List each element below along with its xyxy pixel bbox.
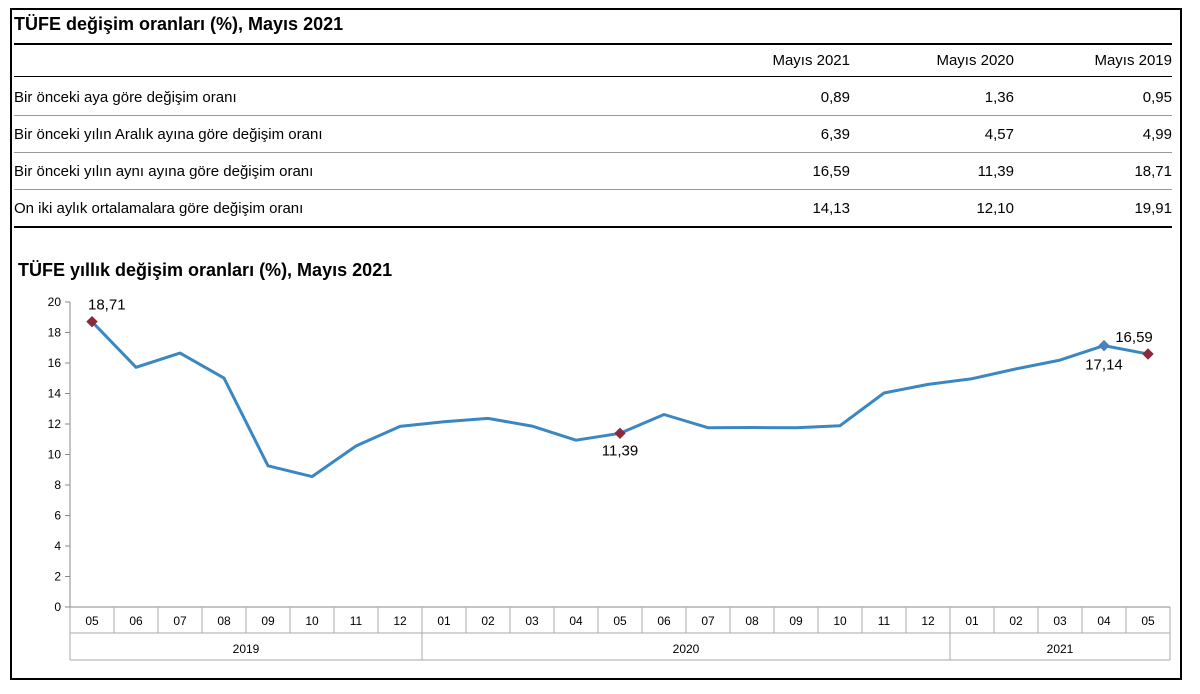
row-value: 1,36 [984,89,1014,106]
y-tick-label: 14 [48,387,62,401]
x-tick-label: 05 [85,614,99,628]
x-tick-label: 10 [305,614,319,628]
y-tick-label: 4 [54,539,61,553]
chart-title: TÜFE yıllık değişim oranları (%), Mayıs … [18,260,393,280]
table-row: Bir önceki aya göre değişim oranı 0,89 1… [14,79,1172,116]
column-header-may-2019: Mayıs 2019 [1094,52,1172,69]
x-tick-label: 11 [878,614,891,628]
row-value: 0,89 [820,89,850,106]
x-tick-label: 07 [173,614,187,628]
y-tick-label: 16 [48,356,62,370]
x-tick-label: 08 [745,614,759,628]
header-rule [14,76,1172,77]
row-label: Bir önceki aya göre değişim oranı [14,89,237,106]
x-tick-label: 12 [393,614,407,628]
row-value: 16,59 [812,163,850,180]
y-tick-label: 20 [48,295,62,309]
x-tick-label: 06 [657,614,671,628]
x-tick-label: 02 [481,614,495,628]
y-tick-label: 2 [54,570,61,584]
table-row: Bir önceki yılın aynı ayına göre değişim… [14,153,1172,190]
column-header-may-2021: Mayıs 2021 [772,52,850,69]
row-value: 11,39 [977,163,1014,180]
x-tick-label: 03 [1053,614,1067,628]
x-tick-label: 12 [921,614,935,628]
year-label: 2020 [673,642,700,656]
y-tick-label: 10 [48,448,62,462]
data-label: 18,71 [88,297,126,314]
y-tick-label: 0 [54,600,61,614]
year-label: 2019 [233,642,260,656]
x-tick-label: 09 [261,614,275,628]
row-value: 14,13 [812,200,850,217]
x-tick-label: 02 [1009,614,1023,628]
data-label: 17,14 [1085,357,1123,374]
x-tick-label: 11 [350,614,363,628]
data-label: 11,39 [602,442,638,459]
data-point-marker [1142,348,1154,360]
row-value: 12,10 [976,200,1014,217]
row-value: 4,99 [1142,126,1172,143]
column-header-may-2020: Mayıs 2020 [936,52,1014,69]
row-label: Bir önceki yılın Aralık ayına göre değiş… [14,126,323,143]
table-row: On iki aylık ortalamalara göre değişim o… [14,190,1172,228]
row-label: On iki aylık ortalamalara göre değişim o… [14,200,304,217]
year-label: 2021 [1047,642,1074,656]
y-tick-label: 18 [48,326,62,340]
x-tick-label: 03 [525,614,539,628]
x-tick-label: 04 [569,614,583,628]
table-row: Bir önceki yılın Aralık ayına göre değiş… [14,116,1172,153]
y-tick-label: 12 [48,417,62,431]
x-tick-label: 06 [129,614,143,628]
data-label: 16,59 [1115,329,1153,346]
data-point-marker [1098,339,1110,352]
y-tick-label: 8 [54,478,61,492]
report-frame [10,8,1182,680]
row-value: 0,95 [1142,89,1172,106]
x-tick-label: 01 [965,614,979,628]
title-rule [14,43,1172,45]
x-tick-label: 10 [833,614,847,628]
x-tick-label: 08 [217,614,231,628]
x-tick-label: 05 [1141,614,1155,628]
data-point-marker [86,315,98,328]
x-tick-label: 05 [613,614,627,628]
table-title: TÜFE değişim oranları (%), Mayıs 2021 [14,14,344,34]
x-tick-label: 07 [701,614,715,628]
row-label: Bir önceki yılın aynı ayına göre değişim… [14,163,314,180]
row-value: 6,39 [820,126,850,143]
x-tick-label: 01 [437,614,451,628]
row-value: 4,57 [984,126,1014,143]
x-tick-label: 04 [1097,614,1111,628]
data-point-marker [614,427,626,440]
row-value: 19,91 [1134,200,1172,217]
row-value: 18,71 [1134,163,1172,180]
x-tick-label: 09 [789,614,803,628]
y-tick-label: 6 [54,509,61,523]
